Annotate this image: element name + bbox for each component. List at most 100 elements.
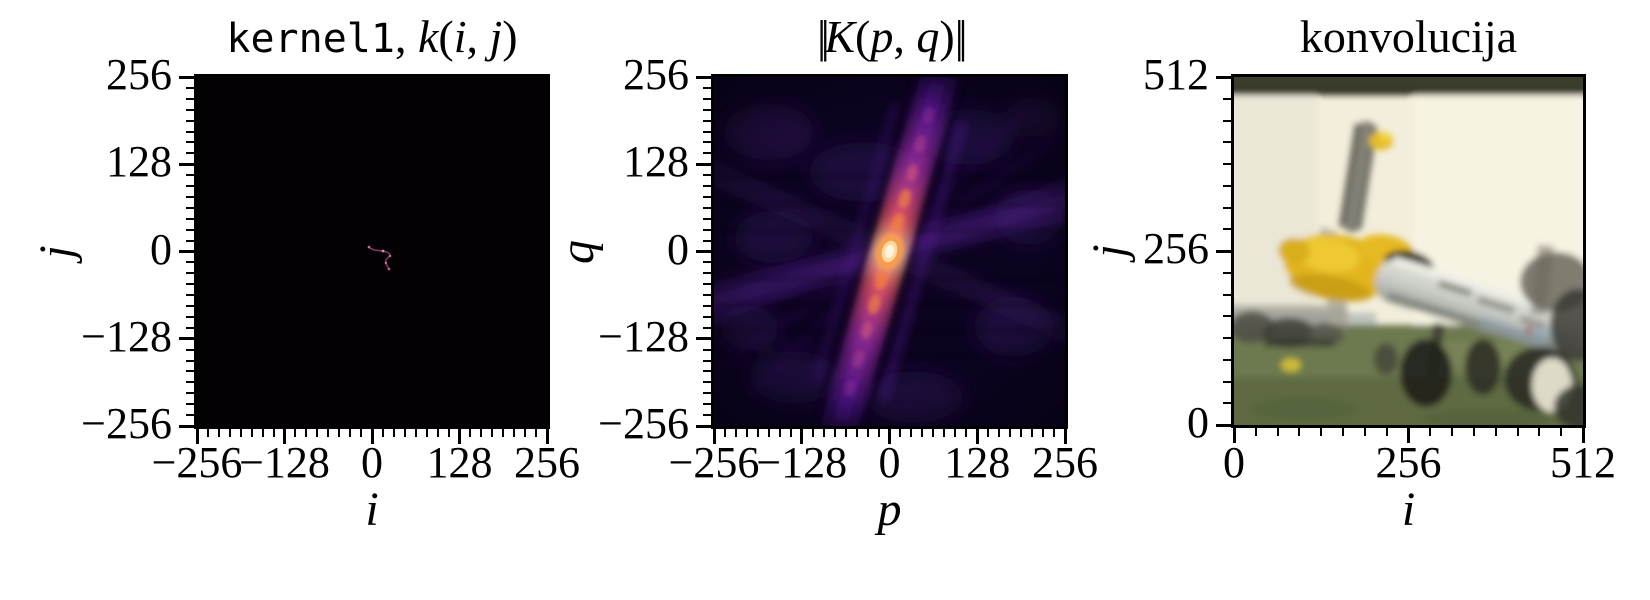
kernel-trajectory [367, 245, 392, 271]
y-minor-tick [186, 195, 194, 198]
x-minor-tick [502, 429, 505, 437]
x-minor-tick [469, 429, 472, 437]
y-minor-tick [703, 414, 711, 417]
x-tick-label: 0 [1223, 438, 1245, 487]
x-minor-tick [447, 429, 450, 437]
x-tick-label: 512 [1550, 438, 1616, 487]
x-minor-tick [1020, 429, 1023, 437]
y-minor-tick [186, 206, 194, 209]
y-minor-tick [1223, 271, 1231, 274]
x-tick-label: 0 [361, 438, 383, 487]
x-minor-tick [822, 429, 825, 437]
x-tick-label: 256 [1032, 438, 1098, 487]
x-major-tick [1581, 428, 1585, 443]
y-minor-tick [186, 152, 194, 155]
x-minor-tick [1516, 428, 1519, 436]
y-minor-tick [186, 370, 194, 373]
y-minor-tick [186, 381, 194, 384]
x-minor-tick [316, 429, 319, 437]
y-minor-tick [703, 294, 711, 297]
y-minor-tick [186, 392, 194, 395]
x-minor-tick [811, 429, 814, 437]
x-minor-tick [392, 429, 395, 437]
x-minor-tick [778, 429, 781, 437]
x-minor-tick [1009, 429, 1012, 437]
y-tick-label: 256 [1143, 224, 1209, 274]
y-minor-tick [186, 97, 194, 100]
y-minor-tick [703, 86, 711, 89]
x-minor-tick [844, 429, 847, 437]
x-minor-tick [294, 429, 297, 437]
x-minor-tick [1363, 428, 1366, 436]
x-minor-tick [1298, 428, 1301, 436]
x-minor-tick [756, 429, 759, 437]
y-major-tick [179, 162, 194, 166]
landing-gear [1374, 322, 1501, 407]
x-minor-tick [535, 429, 538, 437]
x-minor-tick [1254, 428, 1257, 436]
y-major-tick [179, 337, 194, 341]
x-minor-tick [1276, 428, 1279, 436]
y-minor-tick [703, 152, 711, 155]
y-minor-tick [186, 228, 194, 231]
y-minor-tick [703, 108, 711, 111]
y-minor-tick [1223, 119, 1231, 122]
y-minor-tick [1223, 337, 1231, 339]
y-minor-tick [186, 326, 194, 329]
title-part: p [870, 11, 894, 62]
konvolucija-plot-image [1231, 74, 1586, 428]
y-minor-tick [186, 130, 194, 133]
x-tick-label: 0 [878, 438, 901, 487]
title-part: ) [939, 11, 955, 62]
title-part: i [453, 11, 467, 62]
x-tick-label: −128 [756, 438, 848, 487]
x-major-tick [1407, 428, 1410, 443]
x-minor-tick [513, 429, 516, 437]
x-minor-tick [272, 429, 275, 437]
y-minor-tick [1223, 228, 1231, 231]
y-minor-tick [1223, 293, 1231, 296]
y-major-tick [179, 75, 194, 79]
y-minor-tick [703, 315, 711, 318]
kernel-xlabel: i [365, 483, 379, 536]
y-tick-label: 128 [106, 137, 172, 187]
fft-heatmap [714, 77, 1065, 426]
x-major-tick [800, 429, 804, 444]
x-minor-tick [480, 429, 483, 437]
y-minor-tick [703, 195, 711, 198]
x-tick-label: 256 [1375, 438, 1442, 487]
x-tick-label: 128 [426, 438, 493, 487]
y-tick-label: −128 [81, 311, 172, 361]
fft-title: ||K(p, q)|| [817, 11, 968, 62]
title-part: ) [502, 11, 518, 62]
y-minor-tick [703, 370, 711, 373]
y-minor-tick [1223, 163, 1231, 165]
x-minor-tick [1494, 428, 1497, 436]
y-minor-tick [186, 108, 194, 111]
kernel-heatmap [197, 77, 547, 426]
x-minor-tick [954, 429, 957, 437]
konvolucija-xlabel: i [1401, 483, 1416, 536]
y-major-tick [696, 337, 711, 341]
x-minor-tick [745, 429, 748, 437]
x-minor-tick [877, 429, 880, 437]
y-minor-tick [186, 272, 194, 275]
x-minor-tick [327, 429, 330, 437]
y-tick-label: 0 [1187, 398, 1209, 448]
x-tick-label: −128 [239, 438, 330, 487]
x-minor-tick [403, 429, 406, 437]
x-minor-tick [381, 429, 384, 437]
konvolucija-title: konvolucija [1300, 14, 1517, 60]
y-tick-label: −128 [598, 311, 689, 361]
x-minor-tick [250, 429, 253, 437]
x-minor-tick [1342, 428, 1345, 436]
y-major-tick [696, 75, 711, 79]
x-minor-tick [855, 429, 858, 437]
title-part: || [954, 11, 968, 62]
y-minor-tick [1223, 402, 1231, 405]
y-minor-tick [703, 272, 711, 275]
y-minor-tick [1223, 380, 1231, 383]
x-minor-tick [1429, 428, 1432, 436]
x-minor-tick [217, 429, 220, 437]
title-part: ( [855, 11, 871, 62]
